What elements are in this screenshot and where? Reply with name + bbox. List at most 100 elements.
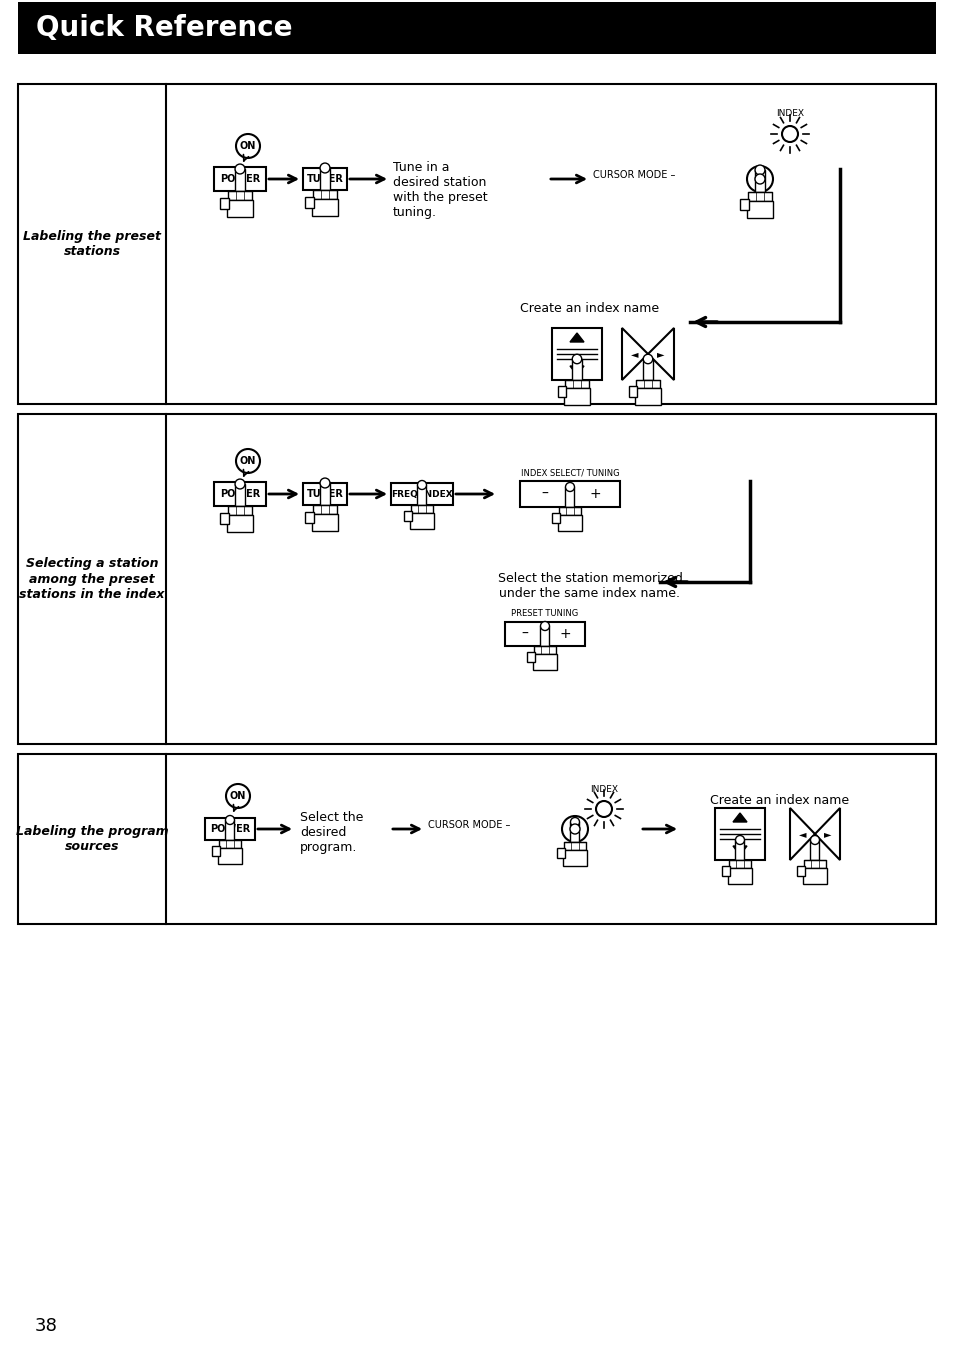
Text: Tune in a
desired station
with the preset
tuning.: Tune in a desired station with the prese… bbox=[393, 161, 487, 220]
Bar bbox=[563, 842, 585, 850]
Circle shape bbox=[810, 836, 819, 844]
Bar bbox=[205, 818, 254, 840]
Bar bbox=[504, 622, 584, 647]
Bar bbox=[313, 190, 336, 199]
Circle shape bbox=[235, 449, 260, 473]
Bar bbox=[562, 850, 586, 866]
Bar bbox=[540, 626, 549, 647]
Bar bbox=[228, 191, 252, 199]
Bar bbox=[212, 846, 220, 857]
Text: TUNER: TUNER bbox=[306, 175, 343, 184]
Text: ◄: ◄ bbox=[631, 349, 639, 359]
Text: POWER: POWER bbox=[219, 175, 260, 184]
Text: Create an index name: Create an index name bbox=[520, 303, 659, 315]
Bar bbox=[754, 170, 764, 192]
Bar bbox=[312, 514, 338, 532]
Bar bbox=[403, 512, 412, 521]
Bar bbox=[18, 1, 935, 55]
Text: Quick Reference: Quick Reference bbox=[36, 14, 293, 42]
Bar bbox=[552, 513, 559, 522]
Circle shape bbox=[319, 477, 330, 488]
Text: +: + bbox=[589, 487, 600, 501]
Bar bbox=[557, 848, 564, 858]
Circle shape bbox=[572, 355, 581, 364]
Text: FREQ/INDEX: FREQ/INDEX bbox=[391, 490, 453, 498]
Bar bbox=[213, 166, 266, 191]
Bar bbox=[219, 840, 241, 848]
Text: Selecting a station
among the preset
stations in the index: Selecting a station among the preset sta… bbox=[19, 558, 165, 600]
Bar bbox=[312, 199, 338, 217]
Bar bbox=[234, 169, 245, 191]
Bar bbox=[796, 866, 804, 876]
Polygon shape bbox=[621, 327, 647, 381]
Text: INDEX SELECT/ TUNING: INDEX SELECT/ TUNING bbox=[520, 468, 618, 477]
Circle shape bbox=[234, 479, 245, 488]
Text: POWER: POWER bbox=[219, 490, 260, 499]
Text: Select the
desired
program.: Select the desired program. bbox=[299, 812, 363, 854]
Bar bbox=[552, 327, 601, 381]
Bar bbox=[628, 386, 637, 397]
Bar bbox=[558, 507, 580, 516]
Bar bbox=[410, 513, 434, 529]
Circle shape bbox=[781, 125, 797, 142]
Text: POWER: POWER bbox=[210, 824, 250, 833]
Text: Labeling the preset
stations: Labeling the preset stations bbox=[23, 231, 161, 258]
Bar bbox=[803, 859, 825, 868]
Bar bbox=[228, 506, 252, 514]
Circle shape bbox=[596, 801, 612, 817]
Polygon shape bbox=[732, 813, 746, 822]
Text: Labeling the program
sources: Labeling the program sources bbox=[15, 825, 168, 852]
Circle shape bbox=[235, 134, 260, 158]
Circle shape bbox=[735, 836, 743, 844]
Bar bbox=[313, 505, 336, 514]
Bar bbox=[213, 481, 266, 506]
Bar bbox=[735, 840, 743, 859]
Bar bbox=[218, 848, 242, 863]
Bar bbox=[18, 754, 935, 923]
Bar bbox=[305, 196, 314, 207]
Circle shape bbox=[417, 480, 426, 490]
Bar bbox=[740, 199, 748, 210]
Circle shape bbox=[754, 175, 764, 184]
Text: –: – bbox=[521, 627, 528, 641]
Circle shape bbox=[746, 166, 772, 192]
Text: ►: ► bbox=[822, 829, 830, 839]
Text: INDEX: INDEX bbox=[775, 109, 803, 119]
Text: ON: ON bbox=[239, 140, 256, 151]
Bar bbox=[572, 359, 581, 381]
Bar bbox=[642, 359, 652, 381]
Text: TUNER: TUNER bbox=[306, 490, 343, 499]
Bar bbox=[558, 516, 581, 531]
Bar bbox=[636, 381, 659, 389]
Bar bbox=[721, 866, 729, 876]
Text: –: – bbox=[541, 487, 548, 501]
Bar bbox=[747, 192, 771, 201]
Bar bbox=[558, 386, 566, 397]
Bar bbox=[391, 483, 453, 505]
Text: ►: ► bbox=[657, 349, 664, 359]
Bar bbox=[802, 868, 826, 884]
Bar bbox=[728, 859, 750, 868]
Bar bbox=[411, 505, 433, 513]
Bar bbox=[220, 513, 229, 524]
Polygon shape bbox=[569, 333, 583, 342]
Circle shape bbox=[754, 165, 764, 175]
Bar bbox=[303, 483, 347, 505]
Bar bbox=[234, 484, 245, 506]
Circle shape bbox=[234, 164, 245, 175]
Bar bbox=[319, 168, 330, 190]
Bar bbox=[303, 168, 347, 190]
Circle shape bbox=[569, 824, 579, 833]
Bar bbox=[565, 381, 588, 389]
Circle shape bbox=[570, 817, 578, 827]
Bar bbox=[714, 807, 764, 859]
Bar bbox=[727, 868, 751, 884]
Circle shape bbox=[225, 816, 234, 824]
Text: ◄: ◄ bbox=[798, 829, 805, 839]
Text: CURSOR MODE –: CURSOR MODE – bbox=[593, 170, 675, 180]
Bar bbox=[18, 85, 935, 404]
Circle shape bbox=[540, 622, 549, 630]
Bar bbox=[417, 486, 426, 505]
Bar bbox=[565, 487, 574, 507]
Bar bbox=[305, 512, 314, 522]
